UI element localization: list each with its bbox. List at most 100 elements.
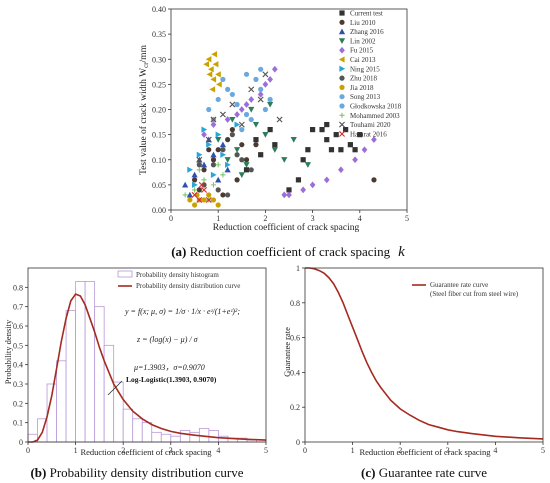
data-point (220, 147, 226, 153)
data-point (201, 126, 208, 133)
panel-c-ytick-label: 0 (296, 438, 300, 447)
data-point (267, 75, 273, 83)
panel-c-xtick-label: 5 (541, 446, 545, 455)
data-point (310, 127, 316, 133)
data-point (210, 121, 217, 128)
data-point (191, 171, 198, 178)
data-point (324, 137, 330, 143)
panel-b-annotation-arrow (107, 380, 123, 396)
panel-a-xtick-label: 4 (358, 214, 362, 223)
data-point (258, 86, 264, 92)
panel-b-bars (27, 281, 267, 443)
panel-b-ytick-label: 0.4 (13, 361, 23, 370)
data-point (248, 167, 254, 173)
data-point (295, 177, 302, 183)
data-point (267, 101, 274, 108)
data-point (225, 137, 231, 143)
data-point (339, 103, 345, 109)
histogram-bar (122, 408, 134, 443)
panel-a-ytick-label: 0.40 (152, 5, 166, 14)
panel-a-ytick-label: 0.05 (152, 181, 166, 190)
data-point (210, 171, 217, 178)
data-point (262, 106, 268, 113)
data-point (196, 151, 203, 158)
panel-a-legend-label: Liu 2010 (350, 19, 376, 27)
data-point (267, 96, 273, 103)
data-point (229, 101, 236, 108)
panel-c-guarantee-curve (305, 267, 544, 440)
data-point (206, 106, 212, 113)
caption-c: (c) Guarantee rate curve (361, 465, 487, 480)
data-point (248, 106, 255, 113)
data-point (243, 162, 250, 168)
panel-a-legend-label: Głodkowska 2018 (350, 103, 402, 111)
data-point (333, 132, 339, 138)
data-point (201, 186, 208, 193)
data-point (262, 132, 269, 138)
data-point (257, 96, 264, 103)
panel-b-ytick-label: 0.2 (13, 399, 23, 408)
data-point (225, 161, 231, 168)
legend-swatch-histogram (117, 270, 133, 278)
data-point (196, 162, 202, 168)
data-point (192, 202, 198, 208)
panel-b-params: μ=1.3903，σ=0.9070 (133, 363, 205, 372)
data-point (216, 81, 222, 88)
data-point (243, 167, 250, 173)
panel-b-ylabel: Probability density (3, 319, 13, 384)
histogram-bar (65, 310, 77, 443)
panel-b-annotation: Log-Logistic(1.3903, 0.9070) (126, 375, 217, 384)
data-point (300, 186, 307, 194)
data-point (324, 121, 330, 128)
data-point (339, 65, 346, 72)
data-point (196, 167, 202, 173)
panel-a-ytick-label: 0.00 (152, 206, 166, 215)
panel-a-legend-label: Zhang 2016 (350, 28, 384, 36)
data-point (225, 86, 231, 92)
data-point (248, 116, 254, 123)
caption-a: (a) Reduction coefficient of crack spaci… (171, 244, 405, 260)
panel-b-legend: Probability density histogram Probability… (117, 270, 240, 290)
data-point (339, 94, 345, 100)
data-point (192, 181, 198, 188)
data-point (234, 121, 241, 128)
data-point (206, 147, 212, 153)
data-point (248, 86, 255, 93)
data-point (338, 56, 345, 63)
histogram-bar (189, 431, 200, 443)
data-point (220, 172, 226, 178)
data-point (339, 84, 345, 90)
data-point (225, 192, 231, 198)
data-point (338, 38, 346, 45)
panel-c-xtick-label: 4 (493, 446, 497, 455)
panel-c-xlabel: Reduction coefficient of crack spacing (359, 447, 491, 457)
data-point (281, 157, 288, 163)
data-point (219, 141, 227, 148)
data-point (229, 116, 236, 123)
panel-a-xtick-label: 0 (169, 214, 173, 223)
data-point (205, 56, 212, 63)
data-point (253, 76, 259, 82)
data-point (343, 127, 349, 133)
data-point (201, 177, 207, 183)
data-point (347, 142, 353, 148)
panel-c-ytick-label: 0.6 (290, 334, 300, 343)
data-point (305, 147, 311, 153)
data-point (201, 167, 207, 173)
panel-c-ytick-label: 0.2 (290, 403, 300, 412)
data-point (224, 166, 231, 173)
data-point (210, 197, 217, 203)
panel-b-pdf-curve (28, 293, 267, 443)
data-point (215, 131, 222, 138)
data-point (286, 191, 292, 199)
data-point (339, 121, 345, 128)
panel-b-xtick-label: 3 (169, 446, 173, 455)
histogram-bar (151, 431, 162, 443)
panel-b-equation-2: z = (log(x) − μ) / σ (136, 335, 199, 344)
data-point (220, 76, 226, 82)
data-point (215, 147, 221, 153)
panel-a-ytick-label: 0.15 (152, 131, 166, 140)
data-point (215, 96, 221, 103)
